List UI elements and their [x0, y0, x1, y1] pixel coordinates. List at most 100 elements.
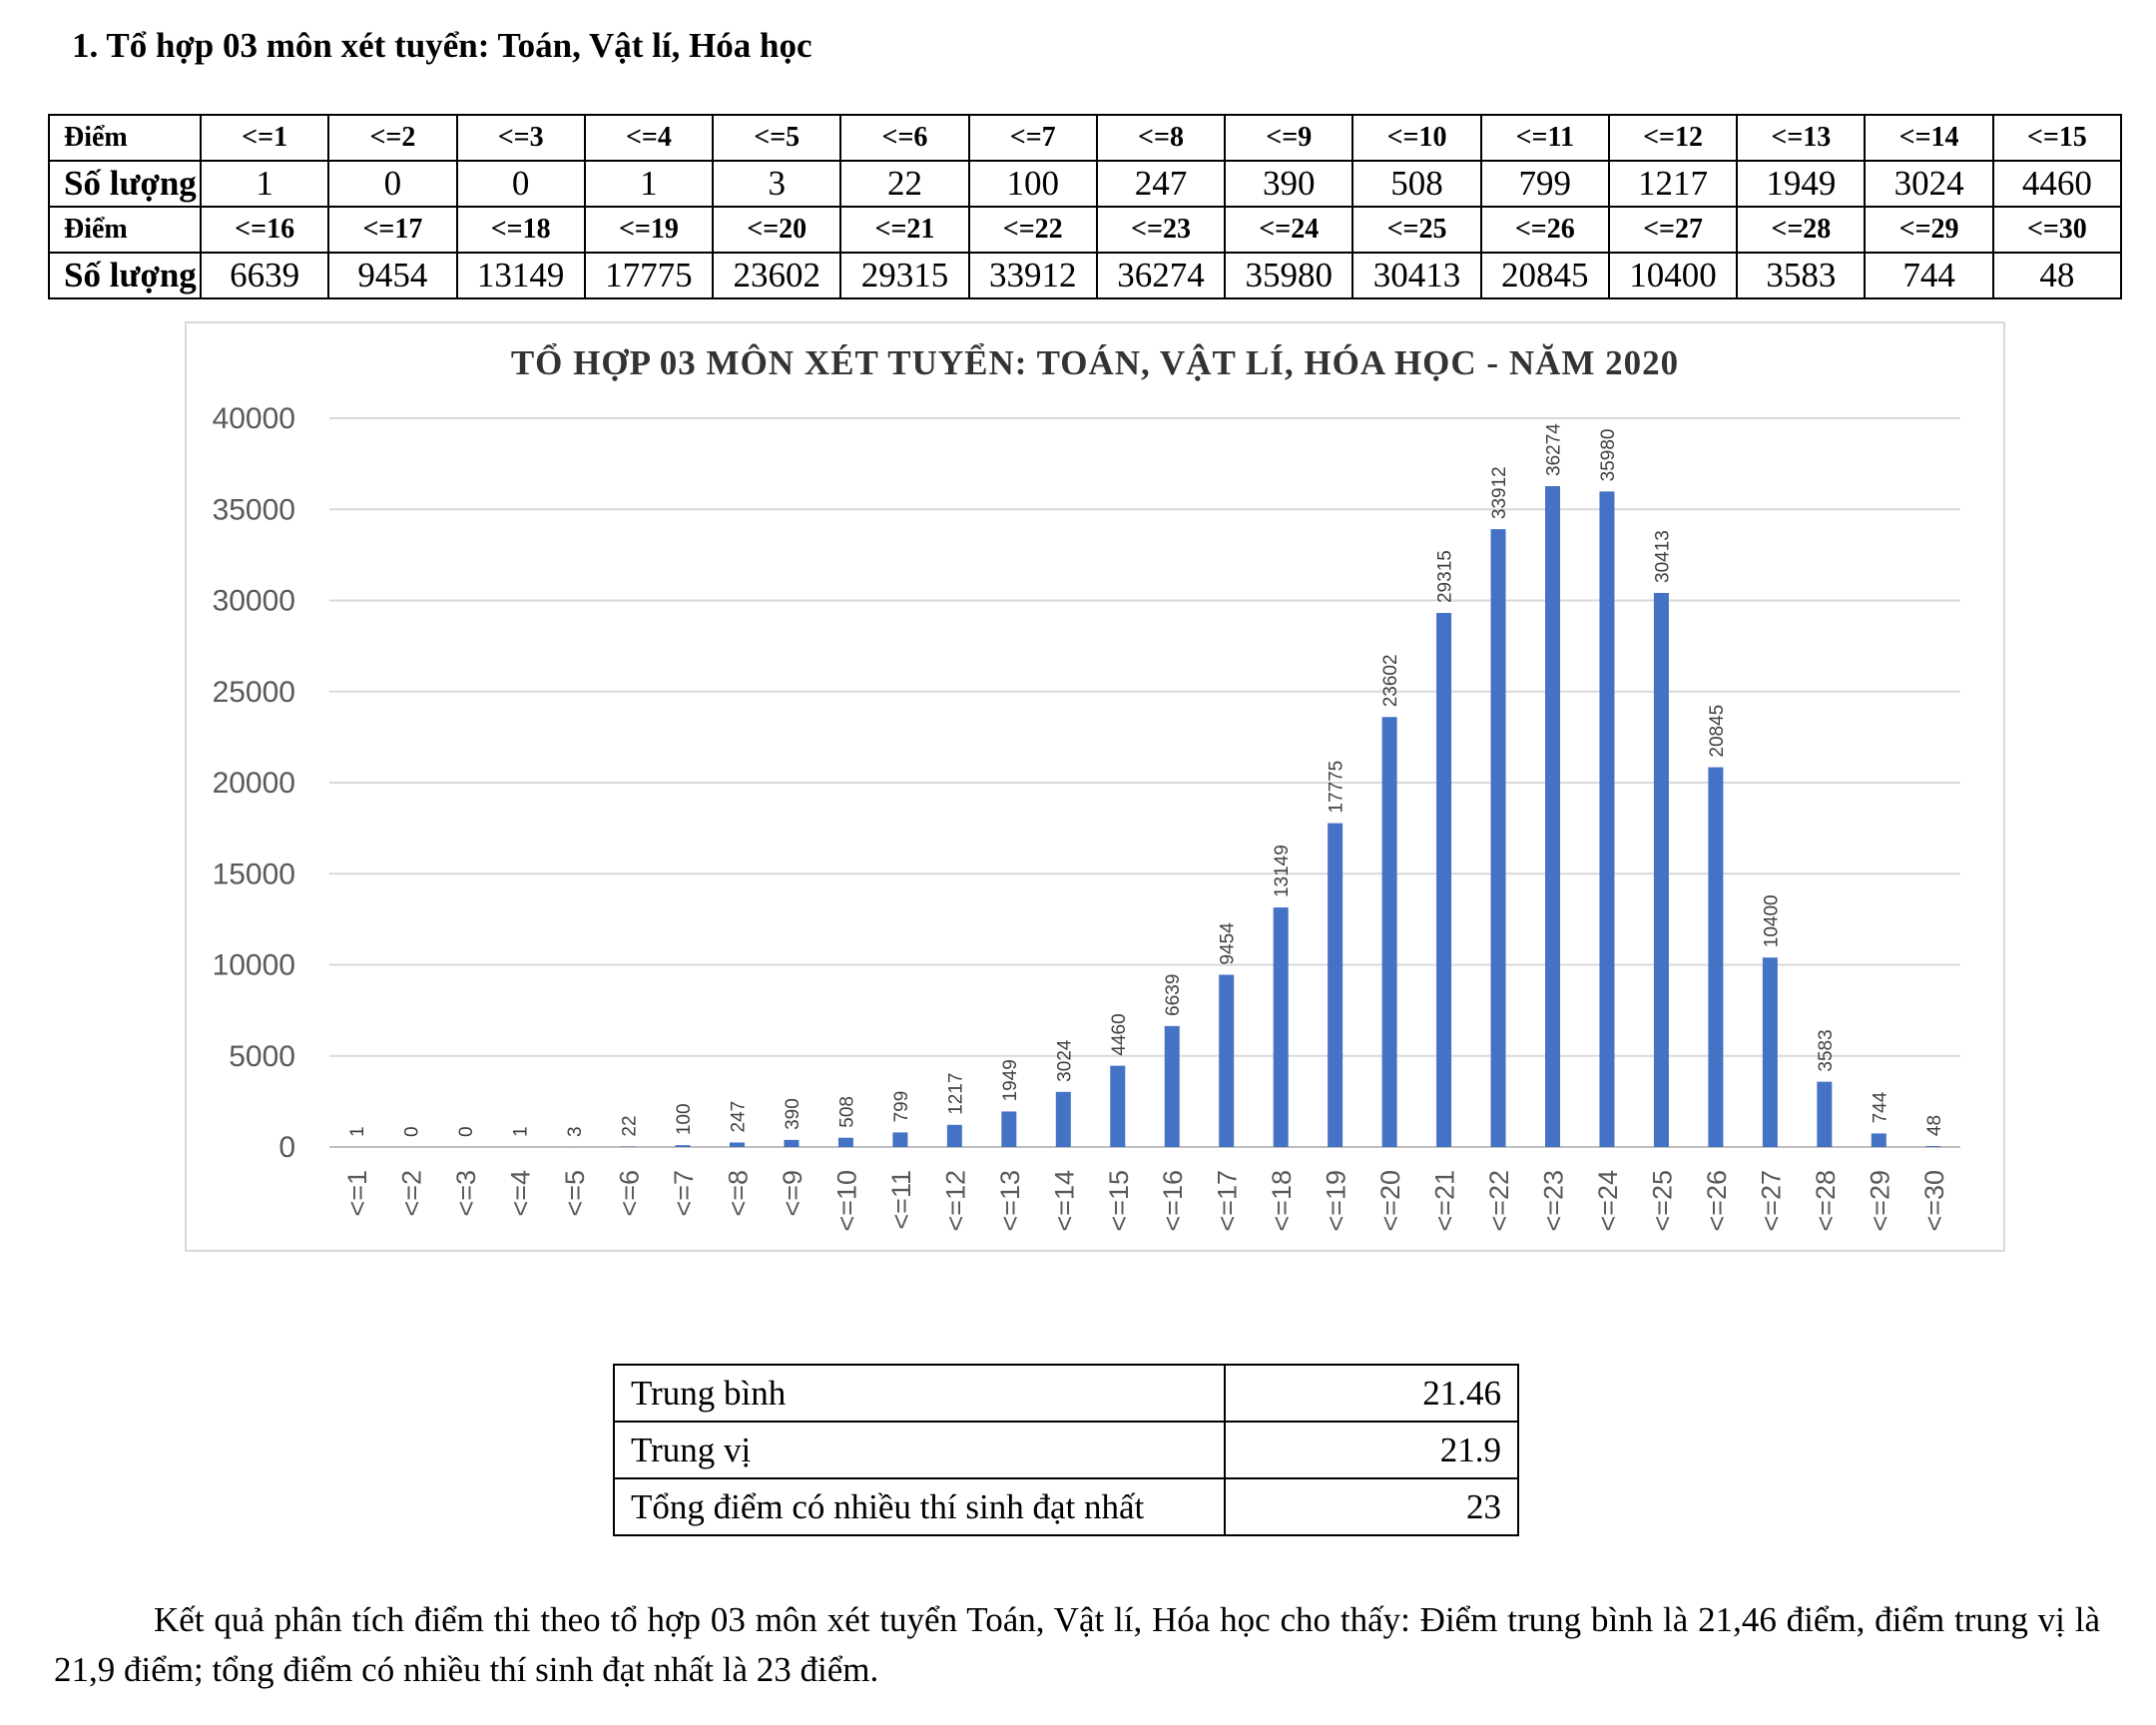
score-row-header: Điểm	[48, 206, 202, 254]
bar-data-label: 1	[347, 1126, 368, 1137]
stat-row: Trung bình 21.46	[613, 1364, 1519, 1423]
x-tick-label: <=13	[995, 1170, 1025, 1232]
score-cell: <=1	[199, 114, 330, 162]
score-cell: <=3	[455, 114, 586, 162]
bar	[1328, 823, 1344, 1147]
x-tick-label: <=23	[1539, 1170, 1569, 1232]
bar-data-label: 6639	[1163, 974, 1184, 1016]
score-cell: <=6	[839, 114, 970, 162]
count-row: Số lượng 6639 9454 13149 17775 23602 29315 3391…	[48, 252, 2123, 299]
score-cell: <=9	[1224, 114, 1354, 162]
score-row-header: Điểm	[48, 114, 202, 162]
x-tick-label: <=22	[1484, 1170, 1514, 1232]
score-cell: <=2	[327, 114, 458, 162]
stat-label: Trung bình	[613, 1364, 1226, 1423]
score-cell: <=25	[1351, 206, 1482, 254]
x-tick-label: <=19	[1322, 1170, 1351, 1232]
score-cell: <=30	[1991, 206, 2123, 254]
count-cell: 36274	[1095, 252, 1227, 299]
x-tick-label: <=9	[778, 1170, 808, 1217]
score-cell: <=18	[455, 206, 586, 254]
bar	[730, 1142, 745, 1147]
x-tick-label: <=18	[1267, 1170, 1297, 1232]
x-tick-label: <=30	[1919, 1170, 1949, 1232]
bar	[1490, 529, 1506, 1147]
bar-data-label: 508	[836, 1096, 857, 1128]
bar-data-label: 17775	[1327, 761, 1348, 814]
count-cell: 23602	[712, 252, 842, 299]
bar	[1219, 974, 1235, 1147]
bar	[1381, 717, 1397, 1147]
bar-data-label: 1949	[1000, 1059, 1021, 1101]
score-cell: <=27	[1607, 206, 1739, 254]
chart-frame	[185, 321, 2005, 1252]
score-cell: <=17	[327, 206, 458, 254]
bar	[1436, 613, 1452, 1147]
x-tick-label: <=26	[1702, 1170, 1732, 1232]
x-tick-label: <=21	[1430, 1170, 1460, 1232]
count-cell: 48	[1991, 252, 2123, 299]
bar-data-label: 10400	[1761, 894, 1782, 947]
x-tick-label: <=12	[940, 1170, 970, 1232]
count-cell: 35980	[1224, 252, 1354, 299]
bar-data-label: 48	[1924, 1115, 1945, 1136]
x-tick-label: <=10	[831, 1170, 861, 1232]
count-cell: 30413	[1351, 252, 1482, 299]
score-cell: <=24	[1224, 206, 1354, 254]
y-tick-label: 20000	[213, 767, 295, 800]
bar	[1653, 592, 1669, 1147]
score-cell: <=15	[1991, 114, 2123, 162]
count-cell: 9454	[327, 252, 458, 299]
x-tick-label: <=15	[1104, 1170, 1134, 1232]
y-tick-label: 0	[278, 1131, 295, 1164]
bar-data-label: 390	[783, 1098, 804, 1130]
bar-data-label: 3	[565, 1126, 586, 1137]
bar	[1708, 767, 1724, 1147]
count-cell: 1949	[1736, 160, 1867, 208]
count-cell: 33912	[967, 252, 1098, 299]
count-cell: 3583	[1736, 252, 1867, 299]
count-cell: 29315	[839, 252, 970, 299]
count-cell: 508	[1351, 160, 1482, 208]
x-tick-label: <=7	[669, 1170, 699, 1217]
bar-data-label: 1	[511, 1126, 532, 1137]
score-cell: <=12	[1607, 114, 1739, 162]
score-cell: <=20	[712, 206, 842, 254]
score-cell: <=21	[839, 206, 970, 254]
score-cell: <=13	[1736, 114, 1867, 162]
y-tick-label: 40000	[213, 402, 295, 435]
count-cell: 1	[199, 160, 330, 208]
score-cell: <=28	[1736, 206, 1867, 254]
y-tick-label: 5000	[229, 1040, 295, 1073]
x-tick-label: <=29	[1865, 1170, 1894, 1232]
bar-data-label: 0	[456, 1126, 477, 1137]
x-tick-label: <=11	[886, 1170, 916, 1230]
x-tick-label: <=5	[560, 1170, 590, 1217]
bar-data-label: 30413	[1652, 530, 1673, 583]
x-tick-label: <=1	[342, 1170, 372, 1217]
y-tick-label: 30000	[213, 585, 295, 618]
bar	[784, 1139, 800, 1147]
score-cell: <=7	[967, 114, 1098, 162]
count-cell: 799	[1479, 160, 1610, 208]
count-row-header: Số lượng	[48, 160, 202, 208]
stat-row: Tổng điểm có nhiều thí sinh đạt nhất 23	[613, 1477, 1519, 1536]
bar	[1599, 491, 1615, 1147]
count-cell: 744	[1864, 252, 1994, 299]
x-tick-label: <=2	[397, 1170, 427, 1217]
bar-data-label: 1217	[945, 1073, 966, 1115]
bar	[1110, 1065, 1126, 1147]
bar	[1817, 1081, 1833, 1147]
x-tick-label: <=25	[1647, 1170, 1677, 1232]
count-cell: 10400	[1607, 252, 1739, 299]
count-cell: 390	[1224, 160, 1354, 208]
bar-data-label: 0	[402, 1126, 423, 1137]
bar	[837, 1137, 853, 1147]
score-cell: <=22	[967, 206, 1098, 254]
score-cell: <=23	[1095, 206, 1227, 254]
count-cell: 3	[712, 160, 842, 208]
score-cell: <=5	[712, 114, 842, 162]
count-cell: 13149	[455, 252, 586, 299]
section-heading: 1. Tổ hợp 03 môn xét tuyển: Toán, Vật lí…	[72, 26, 812, 65]
count-cell: 1	[583, 160, 715, 208]
